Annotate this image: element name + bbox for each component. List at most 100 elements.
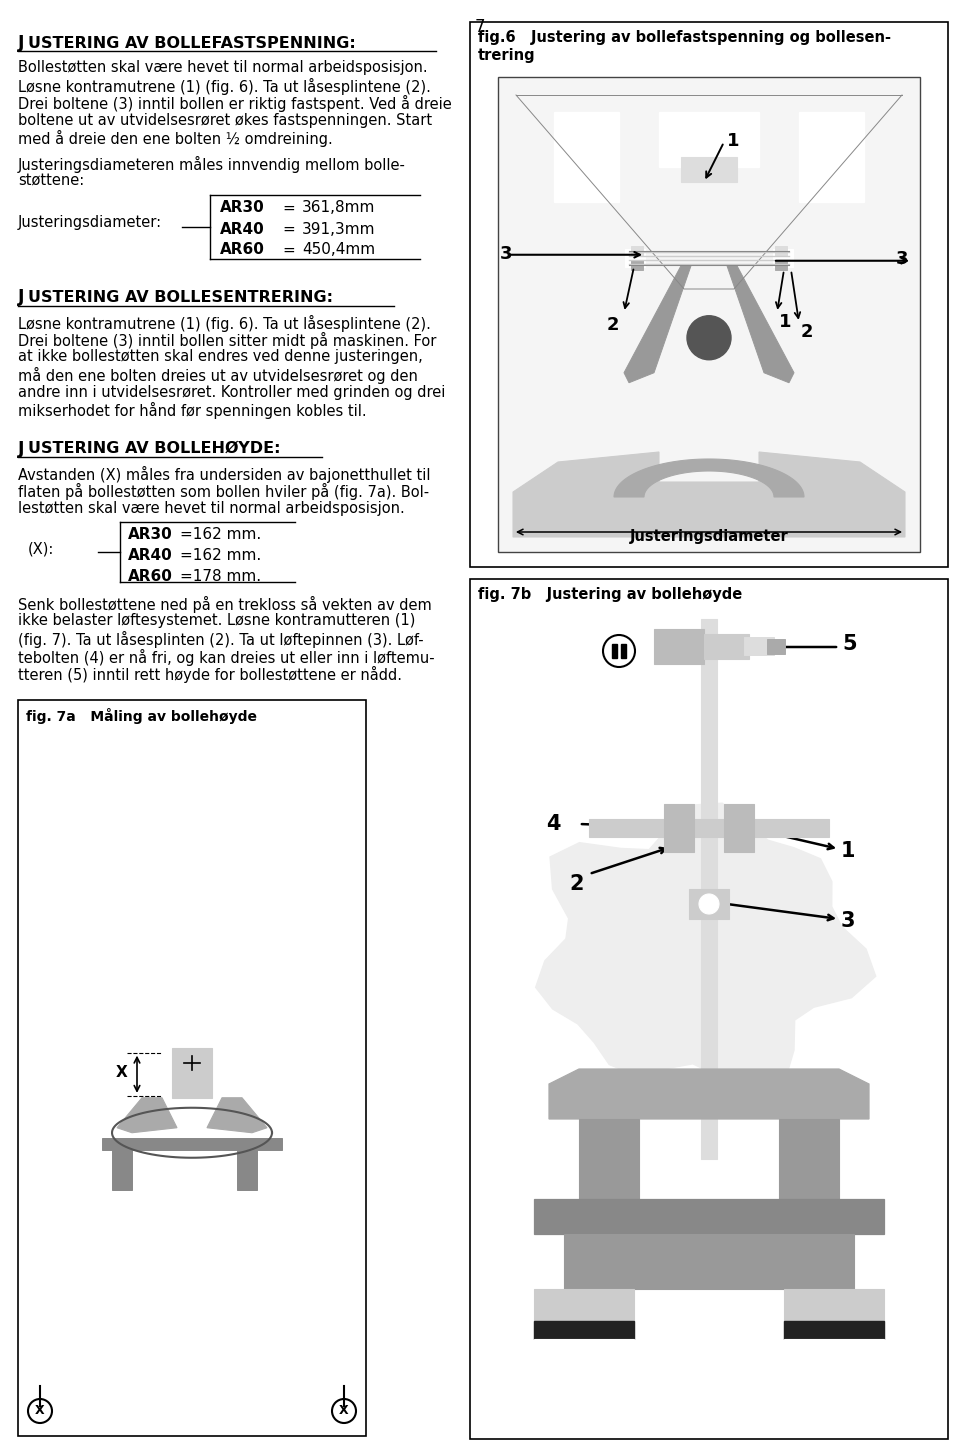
Text: 3: 3	[841, 912, 855, 931]
Polygon shape	[117, 1098, 177, 1133]
Text: USTERING AV BOLLEFASTSPENNING:: USTERING AV BOLLEFASTSPENNING:	[28, 35, 356, 51]
Text: fig.6   Justering av bollefastspenning og bollesen-: fig.6 Justering av bollefastspenning og …	[478, 31, 891, 45]
Bar	[554, 112, 619, 202]
Circle shape	[699, 894, 719, 915]
Text: J: J	[18, 288, 25, 307]
Text: Drei boltene (3) inntil bollen sitter midt på maskinen. For: Drei boltene (3) inntil bollen sitter mi…	[18, 332, 437, 349]
Bar	[659, 112, 759, 167]
Text: trering: trering	[478, 48, 536, 63]
Text: at ikke bollestøtten skal endres ved denne justeringen,: at ikke bollestøtten skal endres ved den…	[18, 349, 422, 365]
Text: 3: 3	[500, 244, 513, 263]
Text: Løsne kontramutrene (1) (fig. 6). Ta ut låsesplintene (2).: Løsne kontramutrene (1) (fig. 6). Ta ut …	[18, 314, 431, 332]
Polygon shape	[536, 803, 876, 1092]
Bar	[612, 644, 617, 659]
Bar	[470, 579, 948, 1439]
Text: 2: 2	[569, 874, 584, 894]
Text: tteren (5) inntil rett høyde for bollestøttene er nådd.: tteren (5) inntil rett høyde for bollest…	[18, 666, 402, 683]
Bar	[631, 246, 643, 256]
Text: USTERING AV BOLLESENTRERING:: USTERING AV BOLLESENTRERING:	[28, 289, 333, 305]
Text: mikserhodet for hånd før spenningen kobles til.: mikserhodet for hånd før spenningen kobl…	[18, 401, 367, 419]
Bar	[534, 1200, 884, 1234]
Text: 1: 1	[841, 840, 855, 861]
Polygon shape	[727, 266, 794, 382]
Text: 2: 2	[801, 323, 813, 340]
Bar	[172, 1048, 212, 1098]
Bar	[102, 1137, 282, 1150]
Text: X: X	[339, 1405, 348, 1418]
Bar	[664, 804, 694, 852]
Polygon shape	[207, 1098, 267, 1133]
Circle shape	[687, 316, 731, 359]
Text: AR30: AR30	[220, 201, 265, 215]
Bar	[621, 644, 626, 659]
Bar	[681, 157, 737, 182]
Text: 3: 3	[896, 250, 908, 268]
Text: boltene ut av utvidelsesrøret økes fastspenningen. Start: boltene ut av utvidelsesrøret økes fasts…	[18, 112, 432, 128]
Bar	[237, 1150, 257, 1189]
Text: =: =	[282, 221, 295, 237]
Bar	[744, 637, 774, 654]
Polygon shape	[549, 1069, 869, 1120]
Text: Avstanden (X) måles fra undersiden av bajonetthullet til: Avstanden (X) måles fra undersiden av ba…	[18, 465, 430, 483]
Text: =162 mm.: =162 mm.	[180, 526, 261, 542]
Bar	[534, 1339, 634, 1359]
Text: 1: 1	[779, 313, 791, 330]
Text: =: =	[282, 201, 295, 215]
Bar	[784, 1290, 884, 1339]
Text: 1: 1	[727, 132, 739, 150]
Bar	[498, 77, 920, 553]
Bar	[654, 630, 704, 664]
Text: AR40: AR40	[128, 548, 173, 563]
Bar	[784, 1322, 884, 1339]
Bar	[579, 1120, 639, 1200]
Text: 450,4mm: 450,4mm	[302, 243, 375, 257]
Text: Justeringsdiameteren måles innvendig mellom bolle-: Justeringsdiameteren måles innvendig mel…	[18, 156, 406, 173]
Text: med å dreie den ene bolten ½ omdreining.: med å dreie den ene bolten ½ omdreining.	[18, 129, 333, 147]
Text: 361,8mm: 361,8mm	[302, 201, 375, 215]
Text: ikke belaster løftesystemet. Løsne kontramutteren (1): ikke belaster løftesystemet. Løsne kontr…	[18, 614, 416, 628]
Text: (fig. 7). Ta ut låsesplinten (2). Ta ut løftepinnen (3). Løf-: (fig. 7). Ta ut låsesplinten (2). Ta ut …	[18, 631, 423, 648]
Text: Drei boltene (3) inntil bollen er riktig fastspent. Ved å dreie: Drei boltene (3) inntil bollen er riktig…	[18, 95, 452, 112]
Text: =162 mm.: =162 mm.	[180, 548, 261, 563]
Bar	[534, 1322, 634, 1339]
Text: flaten på bollestøtten som bollen hviler på (fig. 7a). Bol-: flaten på bollestøtten som bollen hviler…	[18, 483, 429, 500]
Bar	[775, 246, 787, 256]
Text: tebolten (4) er nå fri, og kan dreies ut eller inn i løftemu-: tebolten (4) er nå fri, og kan dreies ut…	[18, 648, 435, 666]
Bar	[701, 619, 717, 1159]
Text: X: X	[116, 1066, 128, 1080]
Text: AR30: AR30	[128, 526, 173, 542]
Text: J: J	[18, 33, 25, 52]
Text: =178 mm.: =178 mm.	[180, 569, 261, 585]
Text: =: =	[282, 243, 295, 257]
Bar	[779, 1120, 839, 1200]
Text: USTERING AV BOLLEHØYDE:: USTERING AV BOLLEHØYDE:	[28, 441, 280, 457]
Text: AR60: AR60	[220, 243, 265, 257]
Text: fig. 7b   Justering av bollehøyde: fig. 7b Justering av bollehøyde	[478, 587, 742, 602]
Text: Justeringsdiameter: Justeringsdiameter	[630, 529, 788, 544]
Text: Senk bollestøttene ned på en trekloss så vekten av dem: Senk bollestøttene ned på en trekloss så…	[18, 596, 432, 614]
Bar	[625, 249, 645, 266]
Bar	[799, 112, 864, 202]
Bar	[112, 1150, 132, 1189]
Text: AR40: AR40	[220, 221, 265, 237]
Bar	[724, 804, 754, 852]
Polygon shape	[614, 459, 804, 497]
Polygon shape	[513, 452, 905, 537]
Text: 391,3mm: 391,3mm	[302, 221, 375, 237]
Bar	[18, 699, 366, 1437]
Text: må den ene bolten dreies ut av utvidelsesrøret og den: må den ene bolten dreies ut av utvidelse…	[18, 366, 418, 384]
Text: 5: 5	[842, 634, 856, 654]
Bar	[470, 22, 948, 567]
Text: støttene:: støttene:	[18, 173, 84, 188]
Text: andre inn i utvidelsesrøret. Kontroller med grinden og drei: andre inn i utvidelsesrøret. Kontroller …	[18, 384, 445, 400]
Text: Justeringsdiameter:: Justeringsdiameter:	[18, 215, 162, 230]
Text: 2: 2	[607, 316, 619, 334]
Text: 4: 4	[546, 814, 561, 835]
Bar	[775, 260, 787, 270]
Bar	[631, 260, 643, 270]
Text: (X):: (X):	[28, 542, 55, 557]
Text: lestøtten skal være hevet til normal arbeidsposisjon.: lestøtten skal være hevet til normal arb…	[18, 500, 405, 516]
Bar	[564, 1234, 854, 1290]
Text: X: X	[36, 1405, 45, 1418]
Polygon shape	[624, 266, 691, 382]
